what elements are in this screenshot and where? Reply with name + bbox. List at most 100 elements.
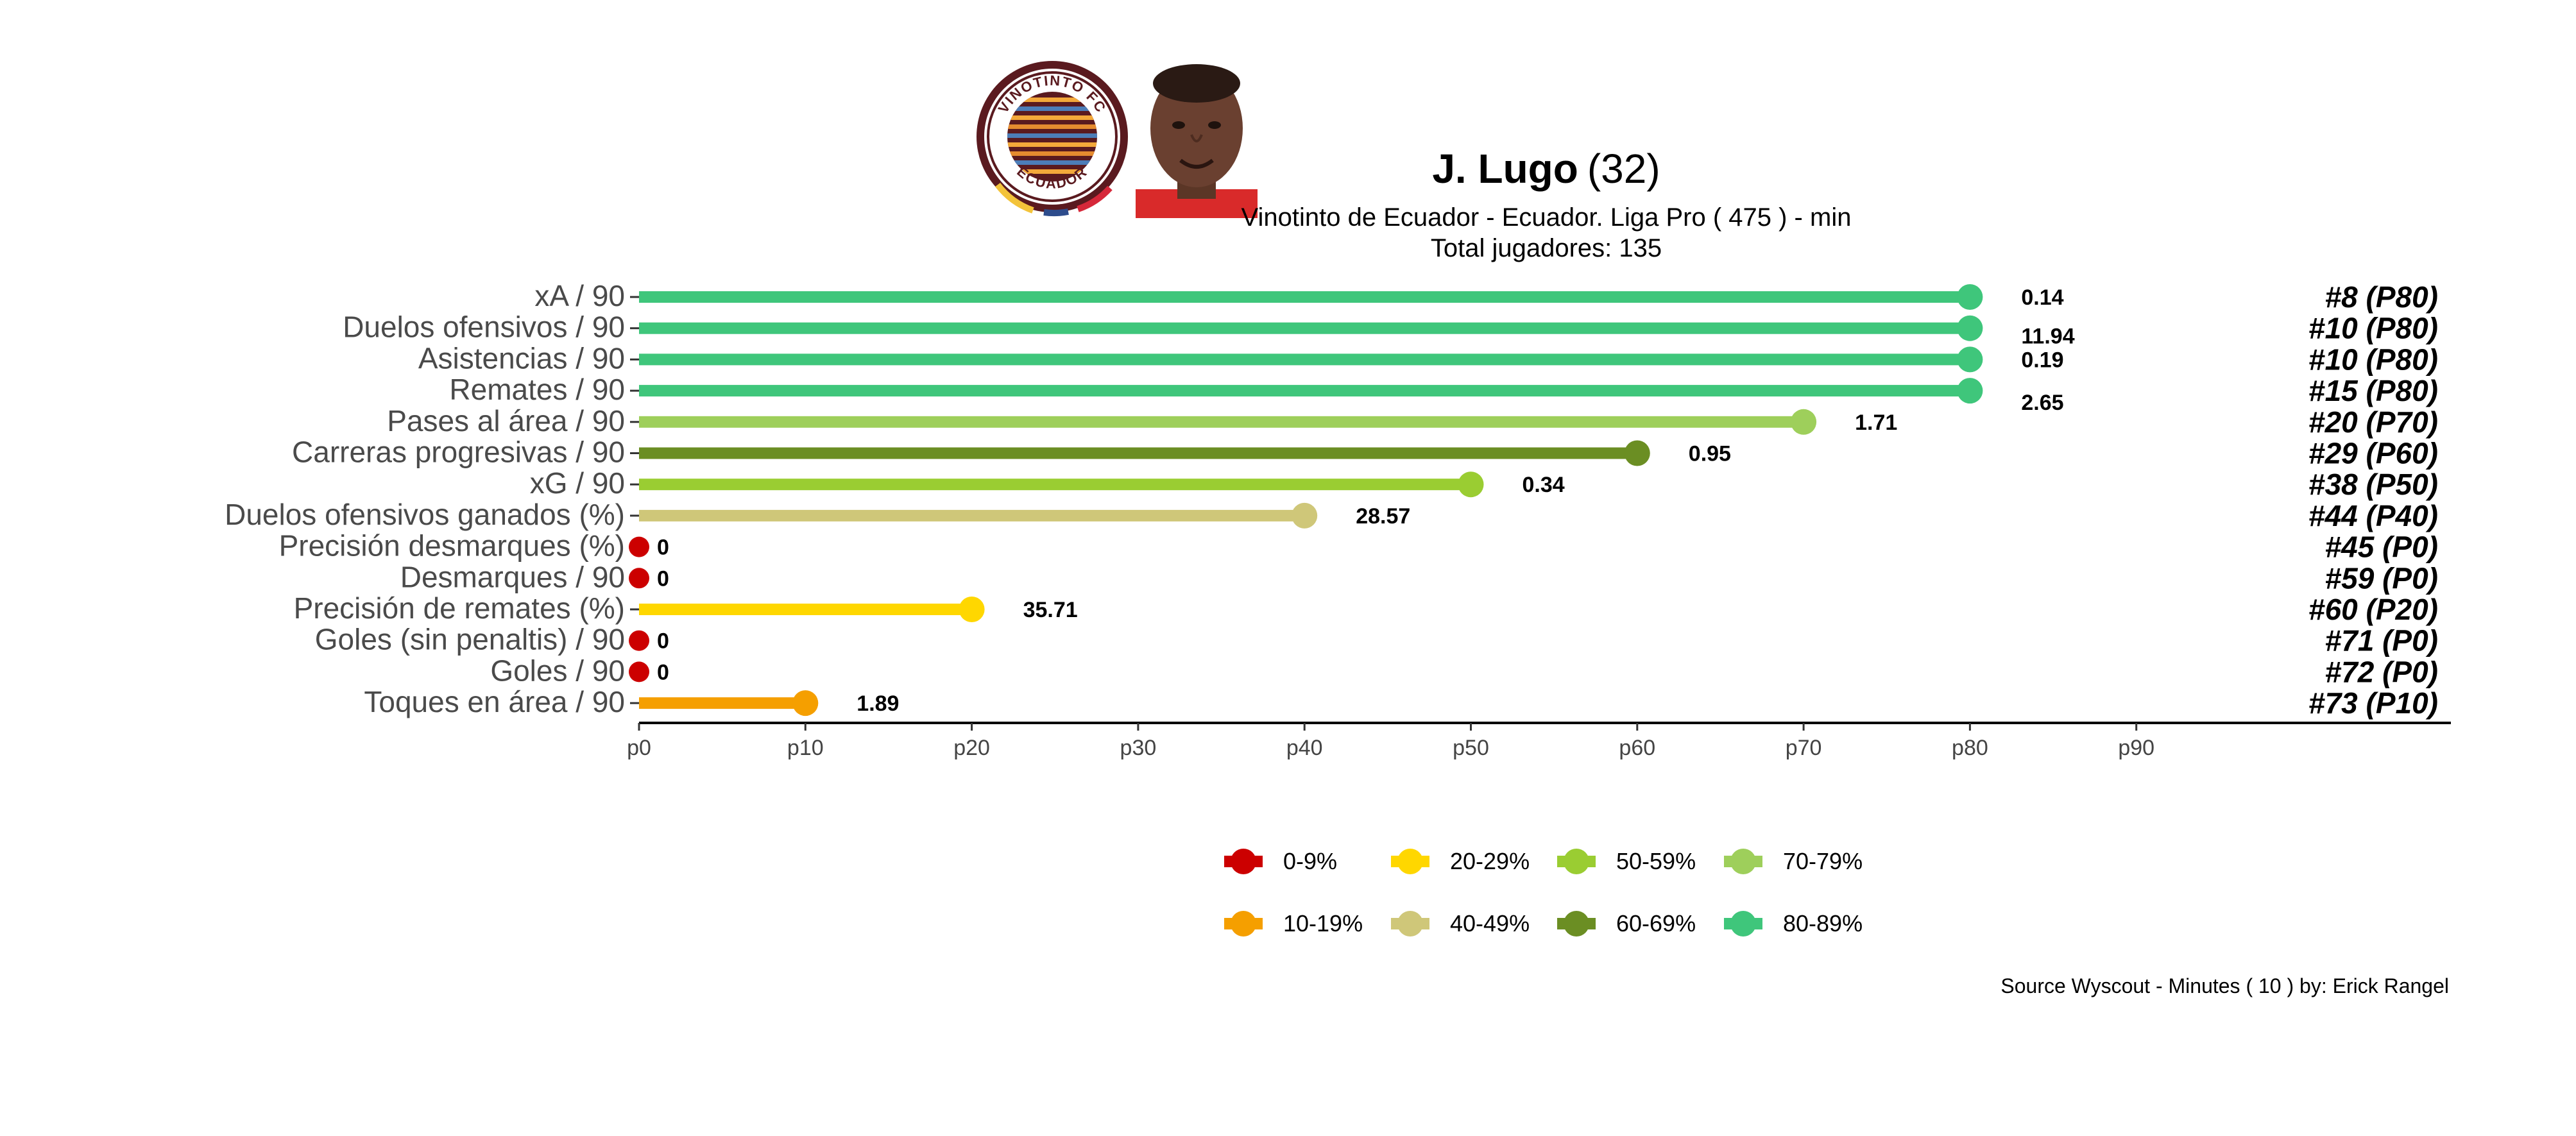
x-tick-label: p60 xyxy=(1619,736,1655,760)
metric-bar xyxy=(639,447,1637,459)
metric-rank: #8 (P80) xyxy=(2325,280,2438,314)
metric-dot xyxy=(639,536,649,557)
metric-row: xG / 90 0.34 #38 (P50) xyxy=(530,466,2438,501)
metric-label: Precisión de remates (%) xyxy=(294,591,625,625)
metric-label: Pases al área / 90 xyxy=(387,404,625,437)
metric-value: 1.71 xyxy=(1855,411,1897,435)
metric-value: 0.95 xyxy=(1689,442,1731,466)
metric-bar xyxy=(639,353,1970,366)
metric-dot-left xyxy=(629,568,639,589)
legend-label: 0-9% xyxy=(1283,848,1337,874)
metric-label: Duelos ofensivos ganados (%) xyxy=(225,498,625,531)
metric-dot-left xyxy=(629,661,639,682)
metric-dot xyxy=(792,690,819,716)
metric-value: 0.34 xyxy=(1523,473,1565,497)
metric-value: 28.57 xyxy=(1356,504,1410,529)
metric-row: Carreras progresivas / 90 0.95 #29 (P60) xyxy=(292,436,2438,470)
chart-subtitle: Vinotinto de Ecuador - Ecuador. Liga Pro… xyxy=(1241,203,1852,232)
metric-dot xyxy=(959,597,985,622)
metric-value: 0 xyxy=(657,566,669,591)
metric-row: Duelos ofensivos ganados (%) 28.57 #44 (P4… xyxy=(225,498,2438,532)
metric-row: Precisión desmarques (%) 0 #45 (P0) xyxy=(279,529,2438,564)
metric-rank: #15 (P80) xyxy=(2308,374,2438,407)
legend-item: 50-59% xyxy=(1557,848,1696,874)
x-tick-label: p20 xyxy=(953,736,990,760)
metric-label: Goles / 90 xyxy=(490,654,625,687)
metric-row: Precisión de remates (%) 35.71 #60 (P20) xyxy=(294,591,2438,626)
chart-title: J. Lugo (32) xyxy=(1432,146,1660,192)
legend-label: 50-59% xyxy=(1616,848,1696,874)
metric-label: Remates / 90 xyxy=(449,373,625,406)
metric-rank: #73 (P10) xyxy=(2308,686,2438,720)
legend-label: 20-29% xyxy=(1450,848,1530,874)
x-tick-label: p80 xyxy=(1952,736,1988,760)
metric-rank: #10 (P80) xyxy=(2308,312,2438,345)
x-tick-label: p0 xyxy=(627,736,651,760)
metric-bar xyxy=(639,697,806,709)
metric-dot xyxy=(1957,346,1983,373)
player-name: J. Lugo xyxy=(1432,146,1578,192)
metric-bar xyxy=(639,291,1970,303)
legend-label: 10-19% xyxy=(1283,910,1363,937)
metric-row: Goles / 90 0 #72 (P0) xyxy=(490,654,2438,688)
metric-row: Asistencias / 90 0.19 #10 (P80) xyxy=(418,341,2438,376)
metric-rank: #20 (P70) xyxy=(2308,405,2438,439)
legend-item: 10-19% xyxy=(1224,910,1363,937)
x-tick-label: p40 xyxy=(1286,736,1323,760)
metric-row: Desmarques / 90 0 #59 (P0) xyxy=(400,560,2438,595)
metric-row: Duelos ofensivos / 90 11.94 #10 (P80) xyxy=(343,310,2438,349)
metric-rank: #10 (P80) xyxy=(2308,343,2438,376)
metric-value: 0 xyxy=(657,536,669,560)
metric-value: 0 xyxy=(657,660,669,684)
metric-label: xG / 90 xyxy=(530,466,625,500)
metric-dot-left xyxy=(629,536,639,557)
metric-dot xyxy=(1957,315,1983,341)
source-caption: Source Wyscout - Minutes ( 10 ) by: Eric… xyxy=(2000,974,2449,997)
metric-dot-left xyxy=(629,630,639,651)
legend-swatch-dot xyxy=(1730,911,1756,937)
metric-value: 35.71 xyxy=(1023,598,1078,622)
x-tick-label: p90 xyxy=(2118,736,2154,760)
metric-label: Goles (sin penaltis) / 90 xyxy=(315,623,625,656)
metric-bar xyxy=(639,416,1804,428)
metric-rank: #60 (P20) xyxy=(2308,593,2438,626)
club-logo: VINOTINTO FC ECUADOR xyxy=(972,56,1132,217)
player-photo xyxy=(1132,58,1261,218)
legend-item: 60-69% xyxy=(1557,910,1696,937)
metric-dot xyxy=(1957,378,1983,404)
legend-swatch-dot xyxy=(1564,911,1589,937)
x-tick-label: p50 xyxy=(1453,736,1489,760)
metric-value: 1.89 xyxy=(857,691,899,716)
legend-item: 0-9% xyxy=(1224,848,1337,874)
metric-rank: #29 (P60) xyxy=(2308,437,2438,470)
metric-dot xyxy=(639,630,649,651)
chart-rows: xA / 90 0.14 #8 (P80)Duelos ofensivos / 90… xyxy=(225,279,2438,720)
metric-bar xyxy=(639,322,1970,334)
legend-item: 80-89% xyxy=(1724,910,1863,937)
metric-dot xyxy=(639,661,649,682)
metric-bar xyxy=(639,385,1970,397)
legend-swatch-dot xyxy=(1730,849,1756,874)
legend-label: 60-69% xyxy=(1616,910,1696,937)
legend-swatch-dot xyxy=(1397,849,1423,874)
club-logo-svg: VINOTINTO FC ECUADOR xyxy=(977,61,1128,217)
x-tick-label: p70 xyxy=(1786,736,1822,760)
metric-label: Carreras progresivas / 90 xyxy=(292,436,625,469)
metric-dot xyxy=(1292,502,1318,529)
metric-dot xyxy=(1957,284,1983,310)
metric-row: Toques en área / 90 1.89 #73 (P10) xyxy=(364,685,2438,720)
x-axis: p0 p10 p20 p30 p40 p50 p60 p70 p80 p90 xyxy=(627,722,2451,760)
metric-value: 0.14 xyxy=(2021,285,2063,310)
metric-value: 2.65 xyxy=(2021,391,2063,415)
legend-item: 20-29% xyxy=(1391,848,1530,874)
metric-value: 0.19 xyxy=(2021,348,2063,372)
legend-label: 40-49% xyxy=(1450,910,1530,937)
x-tick-label: p10 xyxy=(787,736,824,760)
metric-label: Desmarques / 90 xyxy=(400,560,625,593)
metric-label: Precisión desmarques (%) xyxy=(279,529,625,563)
legend-label: 80-89% xyxy=(1783,910,1863,937)
logo-stripes xyxy=(1007,92,1097,182)
metric-dot xyxy=(639,568,649,589)
legend-swatch-dot xyxy=(1564,849,1589,874)
